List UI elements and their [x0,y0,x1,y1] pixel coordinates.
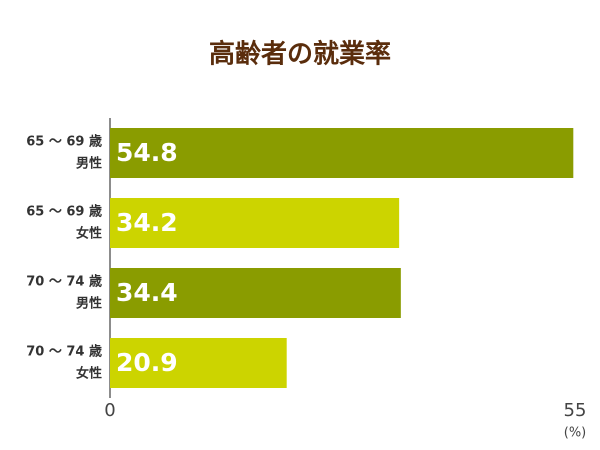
y-tick-label: 70 ～ 74 歳 [26,274,102,290]
y-tick-label: 女性 [76,226,102,242]
y-tick-label: 65 ～ 69 歳 [26,134,102,150]
bar [110,198,400,248]
y-tick-label: 男性 [76,296,102,312]
y-tick-label: 65 ～ 69 歳 [26,204,102,220]
value-label: 20.9 [116,348,178,377]
value-label: 34.2 [116,208,178,237]
x-tick-label: 0 [104,400,115,421]
bar [110,338,287,388]
value-label: 34.4 [116,278,178,307]
x-tick-label: 55 [564,400,587,421]
chart-title: 高齢者の就業率 [209,39,391,70]
bar [110,268,401,318]
value-label: 54.8 [116,138,178,167]
y-tick-label: 女性 [76,366,102,382]
y-tick-label: 70 ～ 74 歳 [26,344,102,360]
y-tick-label: 男性 [76,156,102,172]
x-unit: (%) [564,426,587,441]
bar [110,128,574,178]
